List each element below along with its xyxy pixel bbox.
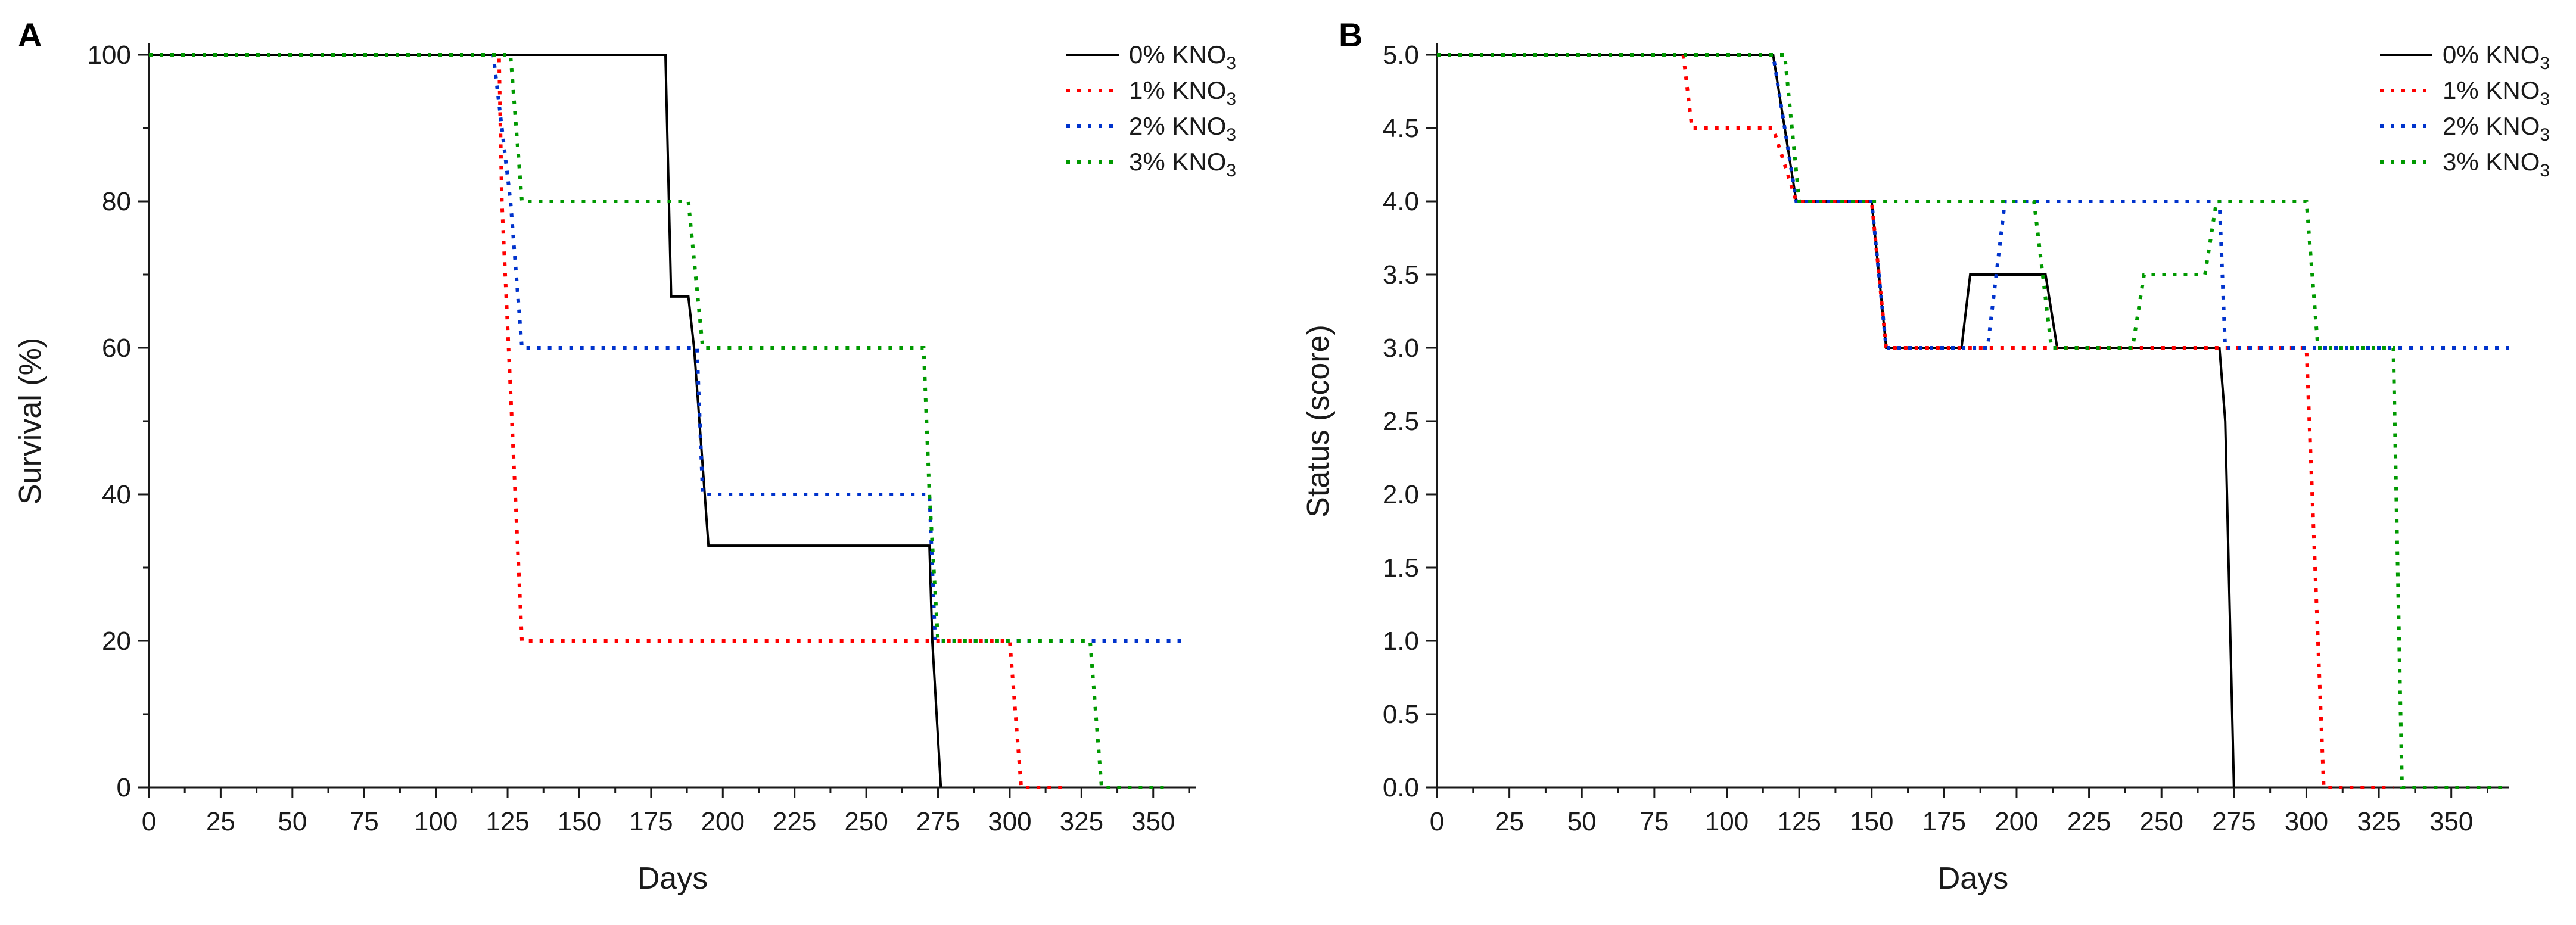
panel-label-a: A (18, 16, 42, 54)
y-tick-label-b: 4.5 (1383, 114, 1419, 143)
series-line-a-0 (149, 54, 942, 788)
series-line-a-3 (149, 53, 1168, 789)
panel-a-survival-chart: A 0 25 50 75 100 125 150 175 200 225 250 275 300 325 35… (13, 16, 1236, 896)
survival-chart-svg: A0 25 50 75 100 125 150 175 200 225 250 275 300 325 35… (13, 16, 1236, 896)
legend-label-b-2: 2% KNO3 (2443, 112, 2550, 145)
legend-label-a-2: 2% KNO3 (1129, 112, 1236, 145)
status-chart-svg: B 0 25 50 75 100 125 150 175 200 225 250 275 300 325 35… (1301, 16, 2550, 896)
x-tick-label-a: 50 (278, 807, 307, 836)
y-tick-label-a: 100 (88, 41, 131, 70)
x-tick-label-b: 275 (2212, 807, 2255, 836)
x-axis-title-b: Days (1938, 861, 2008, 896)
y-tick-label-b: 5.0 (1383, 41, 1419, 70)
y-tick-label-b: 2.0 (1383, 480, 1419, 509)
x-tick-label-a: 125 (486, 807, 529, 836)
x-tick-label-b: 300 (2285, 807, 2328, 836)
y-tick-label-b: 0.5 (1383, 700, 1419, 729)
y-axis-title-a: Survival (%) (13, 338, 48, 504)
series-line-b-0 (1437, 54, 2235, 788)
x-tick-label-b: 75 (1639, 807, 1669, 836)
x-tick-label-a: 225 (773, 807, 816, 836)
y-tick-label-b: 2.5 (1383, 407, 1419, 436)
x-tick-label-a: 350 (1131, 807, 1175, 836)
y-tick-label-b: 0.0 (1383, 773, 1419, 802)
x-tick-label-a: 100 (414, 807, 458, 836)
series-line-b-3 (1437, 53, 2509, 789)
x-tick-label-b: 125 (1777, 807, 1821, 836)
legend-label-a-1: 1% KNO3 (1129, 76, 1236, 109)
x-tick-label-b: 350 (2429, 807, 2473, 836)
y-tick-label-b: 3.5 (1383, 260, 1419, 289)
x-tick-label-b: 0 (1430, 807, 1444, 836)
x-tick-label-b: 325 (2357, 807, 2400, 836)
y-tick-label-a: 20 (102, 627, 131, 656)
y-tick-label-a: 60 (102, 334, 131, 363)
legend-label-a-0: 0% KNO3 (1129, 41, 1236, 73)
legend-label-b-3: 3% KNO3 (2443, 148, 2550, 180)
x-tick-label-a: 200 (701, 807, 745, 836)
y-axis-title-b: Status (score) (1301, 325, 1336, 518)
series-line-a-1 (149, 53, 1068, 789)
x-tick-label-a: 275 (916, 807, 960, 836)
series-line-b-2 (1437, 53, 2509, 350)
x-tick-label-b: 225 (2067, 807, 2111, 836)
panel-label-b: B (1339, 16, 1362, 54)
y-tick-label-a: 40 (102, 480, 131, 509)
x-tick-label-a: 150 (558, 807, 601, 836)
y-tick-label-a: 80 (102, 187, 131, 216)
x-tick-label-a: 175 (629, 807, 673, 836)
legend-label-a-3: 3% KNO3 (1129, 148, 1236, 180)
x-tick-label-a: 325 (1060, 807, 1103, 836)
x-tick-label-a: 300 (988, 807, 1031, 836)
y-tick-label-a: 0 (117, 773, 131, 802)
y-tick-label-b: 1.5 (1383, 553, 1419, 583)
x-tick-label-a: 250 (844, 807, 888, 836)
x-tick-label-a: 0 (142, 807, 156, 836)
series-line-b-1 (1437, 53, 2394, 789)
y-tick-label-b: 4.0 (1383, 187, 1419, 216)
x-tick-label-a: 25 (206, 807, 235, 836)
legend-label-b-1: 1% KNO3 (2443, 76, 2550, 109)
x-tick-label-b: 50 (1567, 807, 1597, 836)
panel-b-status-chart: B 0 25 50 75 100 125 150 175 200 225 250 275 300 325 35… (1288, 0, 2576, 925)
x-tick-label-b: 100 (1705, 807, 1749, 836)
y-tick-label-b: 1.0 (1383, 627, 1419, 656)
x-tick-label-b: 150 (1850, 807, 1893, 836)
x-tick-label-b: 200 (1995, 807, 2038, 836)
y-tick-label-b: 3.0 (1383, 334, 1419, 363)
x-tick-label-a: 75 (350, 807, 379, 836)
x-axis-title-a: Days (637, 861, 708, 896)
x-tick-label-b: 25 (1495, 807, 1524, 836)
x-tick-label-b: 175 (1922, 807, 1966, 836)
legend-label-b-0: 0% KNO3 (2443, 41, 2550, 73)
x-tick-label-b: 250 (2140, 807, 2183, 836)
